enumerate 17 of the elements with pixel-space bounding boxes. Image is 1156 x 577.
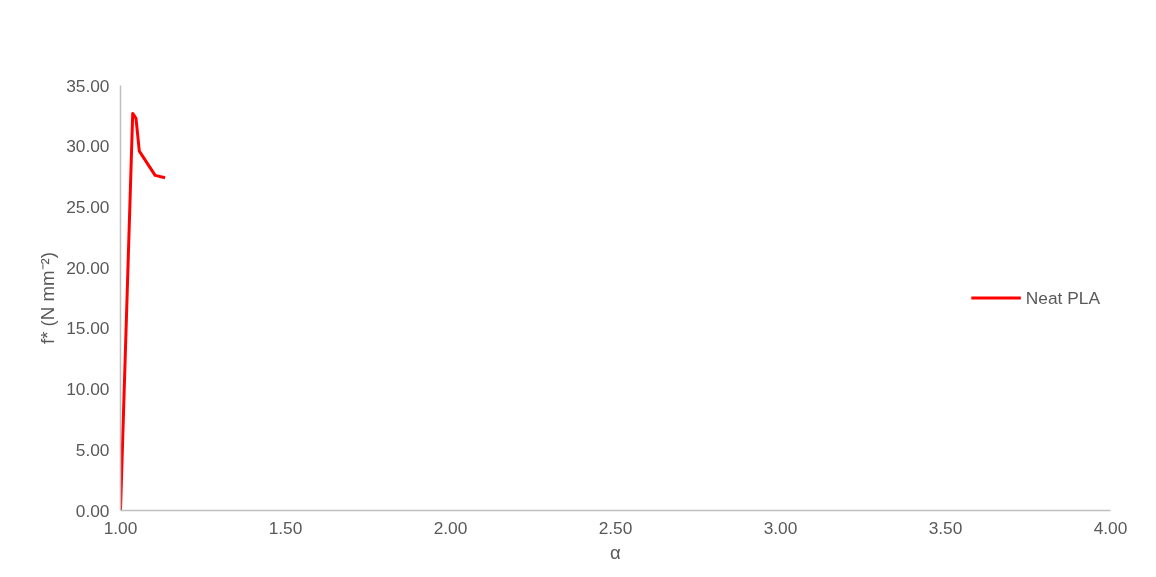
legend-label: Neat PLA (1025, 287, 1100, 308)
y-tick-label: 15.00 (66, 318, 110, 339)
y-tick-label: 25.00 (66, 196, 110, 217)
x-tick-label: 1.50 (268, 517, 303, 538)
x-tick-label: 3.50 (928, 517, 963, 538)
y-tick-label: 10.00 (66, 379, 110, 400)
y-tick-label: 5.00 (75, 439, 110, 460)
x-tick-label: 2.00 (433, 517, 468, 538)
y-tick-label: 35.00 (66, 75, 110, 96)
y-tick-label: 30.00 (66, 136, 110, 157)
x-tick-label: 2.50 (598, 517, 633, 538)
x-axis-title: α (610, 541, 622, 563)
x-tick-label: 3.00 (763, 517, 798, 538)
x-tick-label: 4.00 (1093, 517, 1128, 538)
line-series (120, 111, 167, 511)
y-axis-title: f* (N mm⁻²) (37, 251, 59, 344)
y-tick-label: 20.00 (66, 257, 110, 278)
